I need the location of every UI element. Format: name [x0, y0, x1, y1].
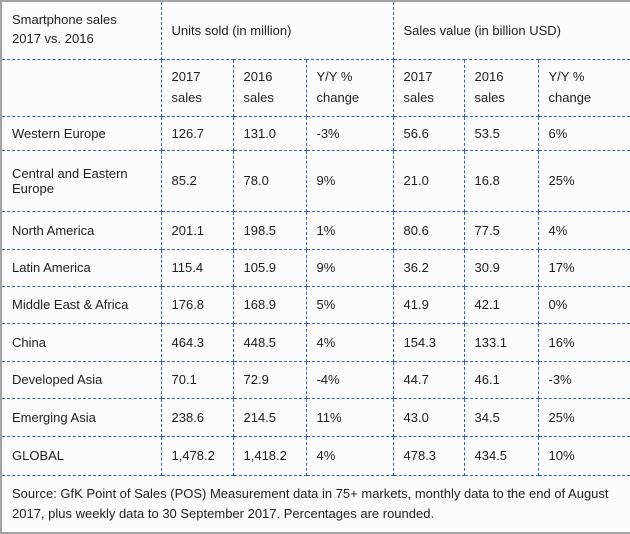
value-cell: 176.8: [160, 285, 234, 324]
value-yoy-change-header: Y/Y % change: [537, 58, 630, 117]
value-cell: 21.0: [392, 149, 465, 212]
table-row-global: GLOBAL 1,478.2 1,418.2 4% 478.3 434.5 10…: [0, 435, 630, 476]
value-2016-sales-header: 2016 sales: [463, 58, 539, 117]
value-cell: 77.5: [463, 210, 539, 250]
units-2016-sales-header: 2016 sales: [232, 58, 307, 117]
value-cell: 1,418.2: [232, 435, 307, 476]
value-cell: 6%: [537, 115, 630, 151]
value-cell: 16.8: [463, 149, 539, 212]
value-cell: 214.5: [232, 397, 307, 437]
table-row-central-eastern-europe: Central and Eastern Europe 85.2 78.0 9% …: [0, 149, 630, 212]
value-cell: 448.5: [232, 322, 307, 362]
region-cell: Latin America: [0, 248, 162, 287]
value-cell: 41.9: [392, 285, 465, 324]
value-cell: 25%: [537, 397, 630, 437]
value-cell: 478.3: [392, 435, 465, 476]
region-cell: Emerging Asia: [0, 397, 162, 437]
value-cell: 115.4: [160, 248, 234, 287]
region-cell: Central and Eastern Europe: [0, 149, 162, 212]
value-cell: 10%: [537, 435, 630, 476]
value-cell: 17%: [537, 248, 630, 287]
value-2017-sales-header: 2017 sales: [392, 58, 465, 117]
table-row-emerging-asia: Emerging Asia 238.6 214.5 11% 43.0 34.5 …: [0, 397, 630, 437]
value-cell: 9%: [305, 149, 394, 212]
source-note: Source: GfK Point of Sales (POS) Measure…: [0, 474, 630, 534]
value-cell: 46.1: [463, 360, 539, 399]
table-row-developed-asia: Developed Asia 70.1 72.9 -4% 44.7 46.1 -…: [0, 360, 630, 399]
value-cell: 464.3: [160, 322, 234, 362]
value-cell: 168.9: [232, 285, 307, 324]
region-cell: Middle East & Africa: [0, 285, 162, 324]
units-2017-sales-header: 2017 sales: [160, 58, 234, 117]
source-row: Source: GfK Point of Sales (POS) Measure…: [0, 474, 630, 534]
value-cell: 80.6: [392, 210, 465, 250]
value-cell: 201.1: [160, 210, 234, 250]
value-cell: 4%: [537, 210, 630, 250]
value-cell: 72.9: [232, 360, 307, 399]
table-row-china: China 464.3 448.5 4% 154.3 133.1 16%: [0, 322, 630, 362]
table-row-north-america: North America 201.1 198.5 1% 80.6 77.5 4…: [0, 210, 630, 250]
value-cell: -3%: [537, 360, 630, 399]
table-row-latin-america: Latin America 115.4 105.9 9% 36.2 30.9 1…: [0, 248, 630, 287]
value-cell: 434.5: [463, 435, 539, 476]
value-cell: 36.2: [392, 248, 465, 287]
region-cell: Western Europe: [0, 115, 162, 151]
value-cell: 133.1: [463, 322, 539, 362]
sales-value-group-header: Sales value (in billion USD): [392, 0, 630, 60]
value-cell: 34.5: [463, 397, 539, 437]
region-cell: GLOBAL: [0, 435, 162, 476]
value-cell: 1,478.2: [160, 435, 234, 476]
value-cell: 30.9: [463, 248, 539, 287]
value-cell: 5%: [305, 285, 394, 324]
value-cell: -4%: [305, 360, 394, 399]
table-row-western-europe: Western Europe 126.7 131.0 -3% 56.6 53.5…: [0, 115, 630, 151]
value-cell: 105.9: [232, 248, 307, 287]
value-cell: 126.7: [160, 115, 234, 151]
region-cell: Developed Asia: [0, 360, 162, 399]
sub-header-row: 2017 sales 2016 sales Y/Y % change 2017 …: [0, 58, 630, 117]
units-yoy-change-header: Y/Y % change: [305, 58, 394, 117]
value-cell: 154.3: [392, 322, 465, 362]
value-cell: 9%: [305, 248, 394, 287]
value-cell: 198.5: [232, 210, 307, 250]
value-cell: 44.7: [392, 360, 465, 399]
value-cell: 78.0: [232, 149, 307, 212]
table-row-middle-east-africa: Middle East & Africa 176.8 168.9 5% 41.9…: [0, 285, 630, 324]
value-cell: -3%: [305, 115, 394, 151]
value-cell: 53.5: [463, 115, 539, 151]
region-cell: North America: [0, 210, 162, 250]
value-cell: 85.2: [160, 149, 234, 212]
value-cell: 131.0: [232, 115, 307, 151]
empty-corner-cell: [0, 58, 162, 117]
region-cell: China: [0, 322, 162, 362]
value-cell: 42.1: [463, 285, 539, 324]
value-cell: 25%: [537, 149, 630, 212]
value-cell: 56.6: [392, 115, 465, 151]
value-cell: 238.6: [160, 397, 234, 437]
value-cell: 70.1: [160, 360, 234, 399]
value-cell: 16%: [537, 322, 630, 362]
value-cell: 1%: [305, 210, 394, 250]
value-cell: 11%: [305, 397, 394, 437]
value-cell: 4%: [305, 322, 394, 362]
value-cell: 43.0: [392, 397, 465, 437]
group-header-row: Smartphone sales 2017 vs. 2016 Units sol…: [0, 0, 630, 60]
value-cell: 4%: [305, 435, 394, 476]
table-title: Smartphone sales 2017 vs. 2016: [0, 0, 162, 60]
units-sold-group-header: Units sold (in million): [160, 0, 394, 60]
value-cell: 0%: [537, 285, 630, 324]
